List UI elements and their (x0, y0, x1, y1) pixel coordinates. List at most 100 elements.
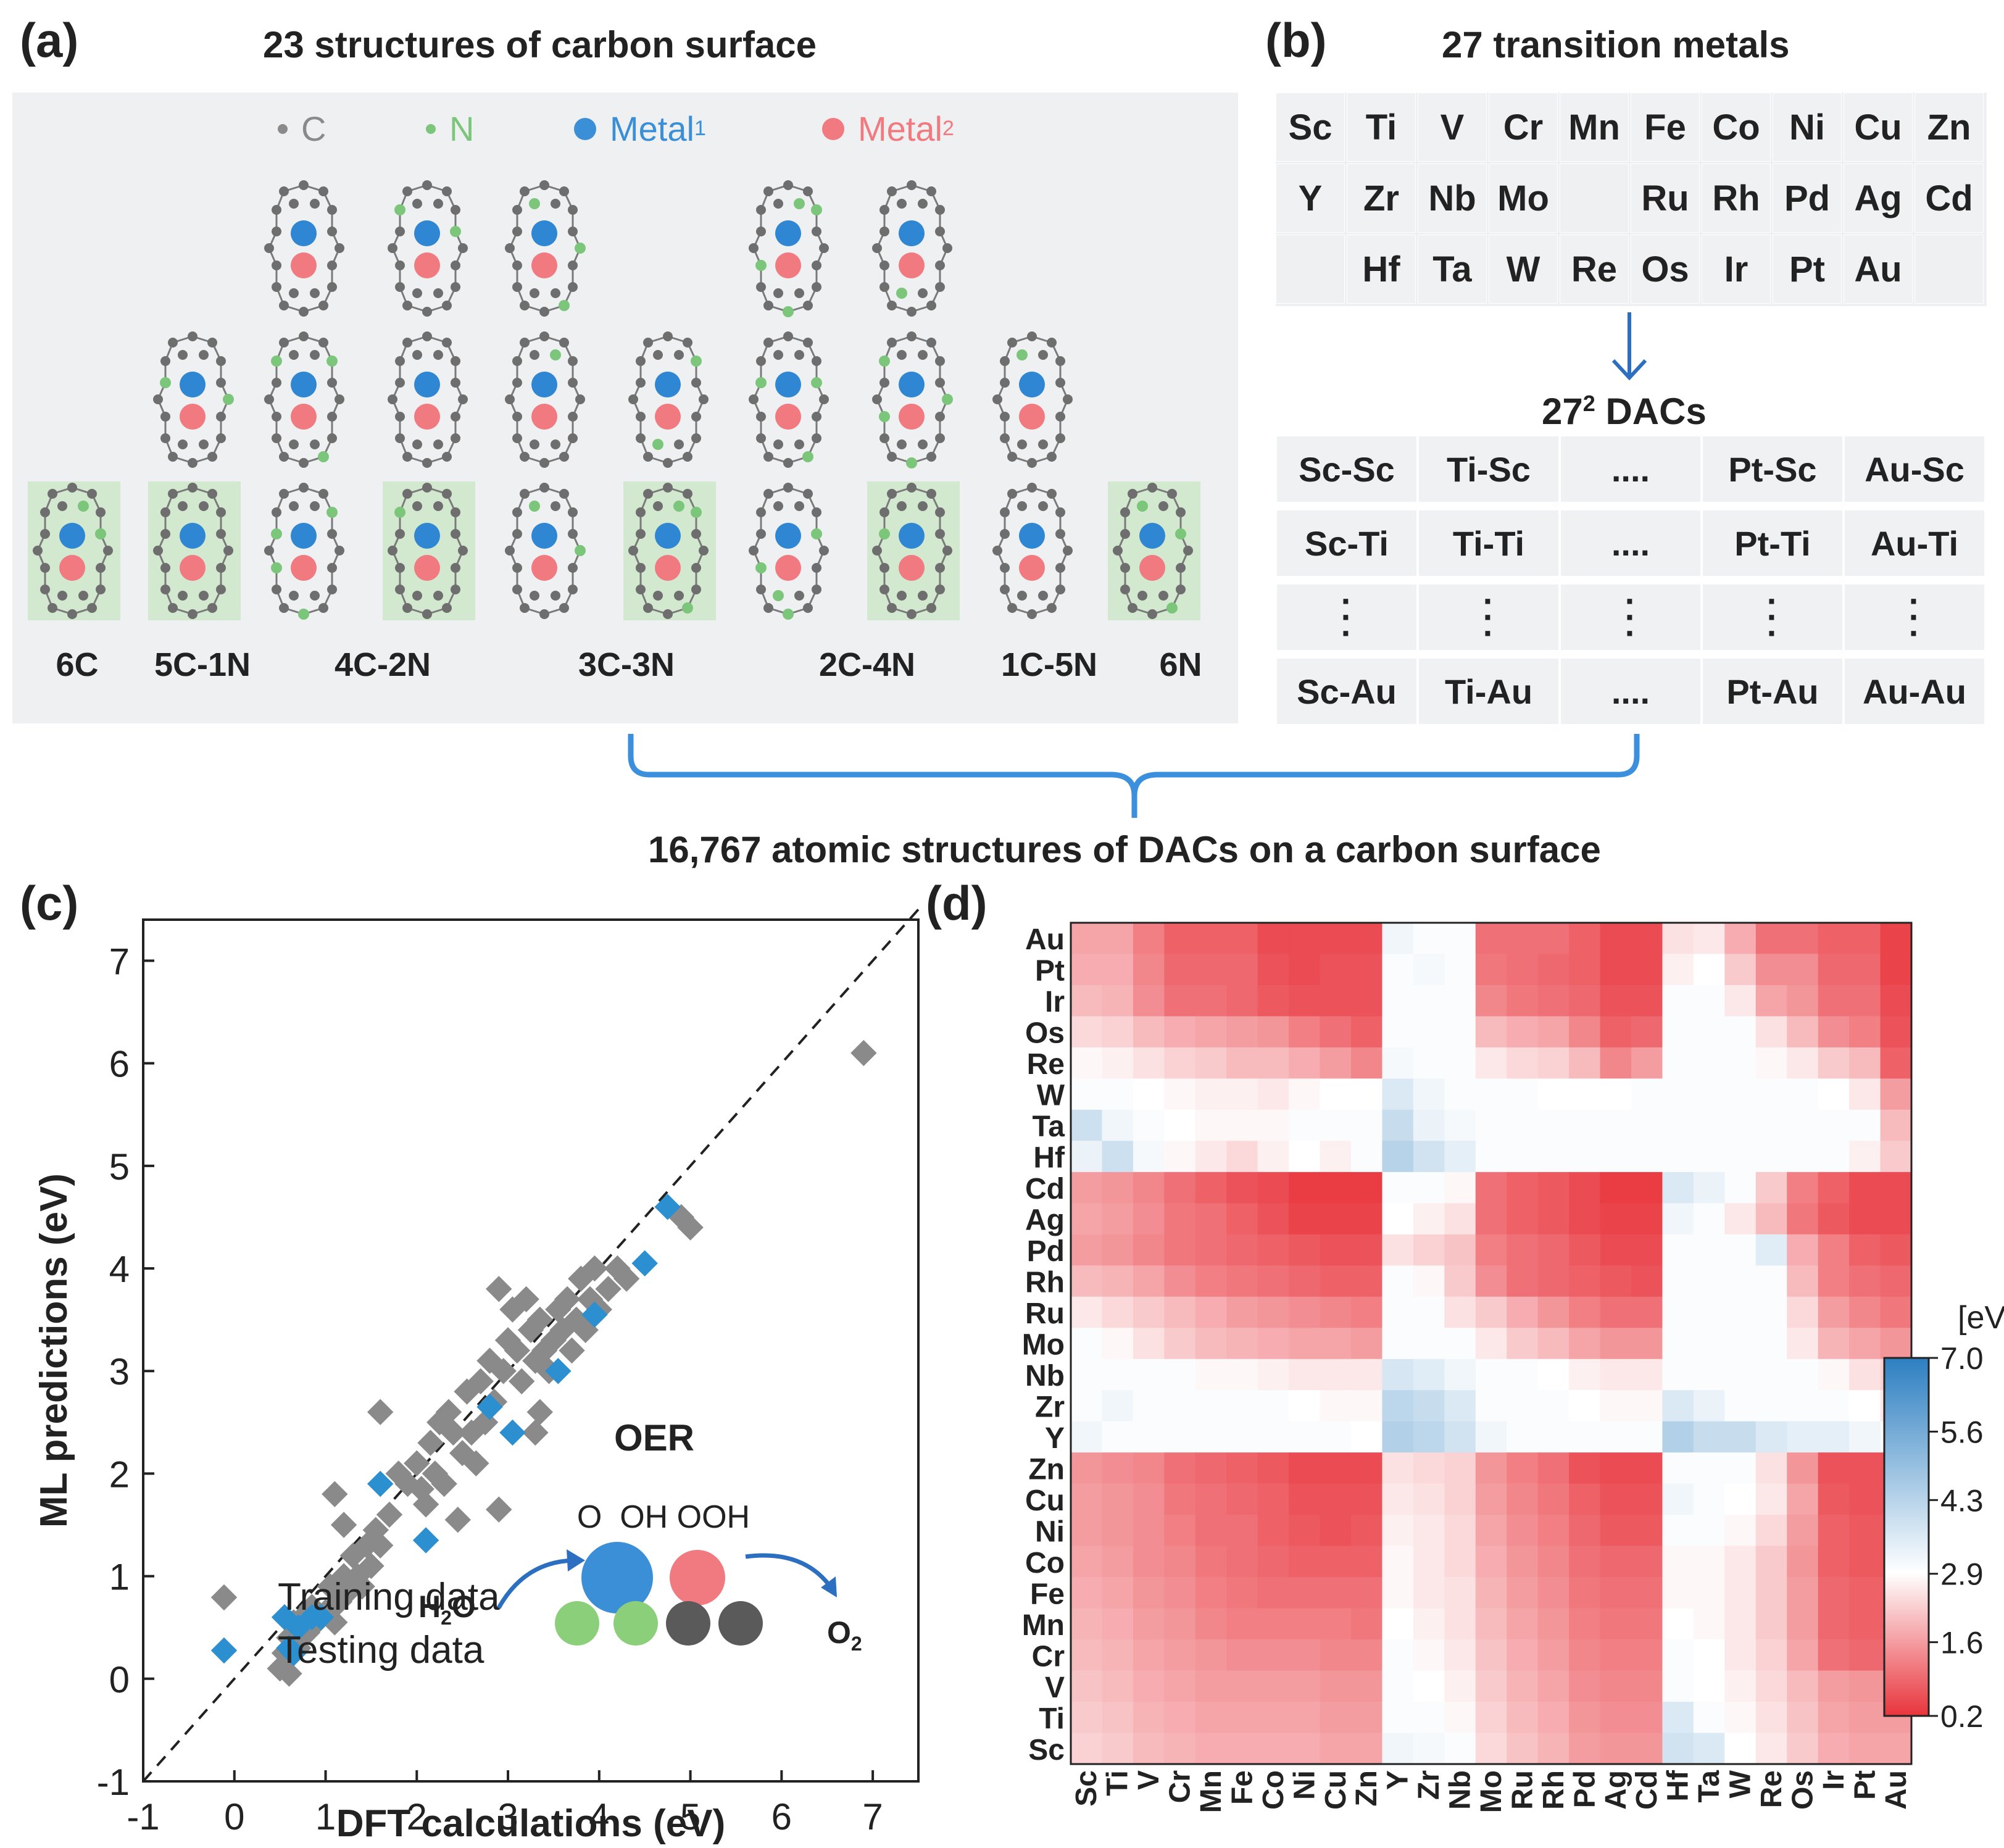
heatmap-cell (1257, 1608, 1289, 1640)
heatmap-cell (1289, 954, 1321, 986)
heatmap-cell (1382, 1670, 1414, 1702)
heatmap-cell (1818, 1577, 1850, 1609)
heatmap-cell (1724, 1359, 1757, 1391)
heatmap-cell (1164, 954, 1196, 986)
heatmap-cell (1475, 1141, 1507, 1173)
heatmap-cell (1631, 1203, 1663, 1235)
heatmap-cell (1849, 984, 1881, 1017)
heatmap-y-label: V (1045, 1671, 1065, 1704)
product-oxygen: O2 (827, 1615, 862, 1655)
heatmap-cell (1849, 1670, 1881, 1702)
heatmap-cell (1444, 1234, 1476, 1266)
training-point (417, 1430, 444, 1456)
category-6n: 6N (1159, 646, 1202, 683)
heatmap-cell (1257, 1265, 1289, 1297)
heatmap-cell (1382, 954, 1414, 986)
heatmap-cell (1849, 1234, 1881, 1266)
element-cell: Rh (1702, 164, 1771, 233)
heatmap-y-label: Hf (1033, 1142, 1065, 1175)
heatmap-cell (1289, 1733, 1321, 1765)
heatmap-y-label: Cd (1025, 1173, 1065, 1205)
heatmap-cell (1662, 1078, 1694, 1110)
heatmap-cell (1507, 1515, 1539, 1547)
heatmap-x-label: Cr (1164, 1770, 1197, 1803)
heatmap-cell (1071, 1047, 1103, 1080)
heatmap-cell (1849, 1733, 1881, 1765)
dac-cell: Pt-Au (1702, 657, 1844, 725)
heatmap-cell (1849, 1639, 1881, 1671)
heatmap-cell (1289, 1577, 1321, 1609)
heatmap-cell (1320, 1141, 1352, 1173)
heatmap-cell (1257, 1639, 1289, 1671)
heatmap-cell (1724, 1203, 1757, 1235)
heatmap-cell (1444, 1515, 1476, 1547)
heatmap-cell (1724, 1452, 1757, 1484)
element-cell: Zr (1347, 164, 1416, 233)
heatmap-cell (1351, 1296, 1383, 1328)
heatmap-cell (1537, 1328, 1570, 1360)
heatmap-cell (1662, 1546, 1694, 1578)
heatmap-cell (1724, 1515, 1757, 1547)
heatmap-cell (1537, 1702, 1570, 1734)
heatmap-cell (1320, 1016, 1352, 1048)
element-cell: Ru (1631, 164, 1700, 233)
heatmap-cell (1102, 1452, 1134, 1484)
heatmap-cell (1724, 1608, 1757, 1640)
heatmap-cell (1102, 1390, 1134, 1422)
training-point (677, 1214, 704, 1241)
surface-structure (867, 330, 960, 469)
heatmap-x-label: Cd (1631, 1770, 1663, 1810)
panel-label-a: (a) (20, 13, 79, 67)
heatmap-cell (1755, 1359, 1787, 1391)
heatmap-cell (1351, 1047, 1383, 1080)
heatmap-cell (1444, 1483, 1476, 1515)
heatmap-cell (1413, 1359, 1445, 1391)
heatmap-cell (1133, 1109, 1165, 1141)
y-tick-label: -1 (97, 1762, 130, 1803)
heatmap-cell (1724, 1390, 1757, 1422)
heatmap-cell (1537, 954, 1570, 986)
heatmap-cell (1382, 1421, 1414, 1453)
heatmap-cell (1195, 1172, 1227, 1204)
heatmap-cell (1444, 1577, 1476, 1609)
heatmap-cell (1444, 1733, 1476, 1765)
heatmap-cell (1849, 1141, 1881, 1173)
structure-icon (628, 331, 709, 468)
heatmap-cell (1382, 1047, 1414, 1080)
dac-ellipsis-cell: · · · (1560, 583, 1702, 651)
heatmap-cell (1662, 1577, 1694, 1609)
heatmap-cell (1787, 923, 1819, 955)
heatmap-x-label: Ta (1693, 1770, 1726, 1803)
heatmap-cell (1693, 1141, 1725, 1173)
heatmap-cell (1444, 1452, 1476, 1484)
metal2-atom-icon (670, 1550, 725, 1605)
surface-structure (383, 481, 475, 620)
element-cell: Fe (1631, 93, 1700, 162)
panel-label-b: (b) (1265, 13, 1327, 67)
heatmap-cell (1289, 1078, 1321, 1110)
dac-cell: Ti-Ti (1418, 509, 1560, 577)
heatmap-cell (1569, 1390, 1601, 1422)
heatmap-cell (1724, 1047, 1757, 1080)
heatmap-cell (1444, 1265, 1476, 1297)
heatmap-cell (1413, 923, 1445, 955)
heatmap-y-label: Cr (1032, 1640, 1065, 1673)
heatmap-cell (1133, 1483, 1165, 1515)
heatmap-cell (1320, 1670, 1352, 1702)
heatmap-y-label: Ir (1045, 986, 1065, 1018)
heatmap-x-label: Cu (1320, 1770, 1352, 1810)
structure-icon (264, 331, 344, 468)
surface-structure (744, 179, 836, 318)
legend-metal2-label: Metal (858, 109, 942, 148)
heatmap-cell (1818, 1328, 1850, 1360)
heatmap-cell (1537, 1608, 1570, 1640)
heatmap-cell (1289, 1608, 1321, 1640)
reactant-water: H2O (418, 1589, 476, 1629)
heatmap-cell (1164, 1670, 1196, 1702)
heatmap-cell (1662, 1265, 1694, 1297)
training-point (850, 1039, 877, 1067)
heatmap-cell (1475, 1639, 1507, 1671)
heatmap-cell (1662, 1296, 1694, 1328)
heatmap-cell (1226, 1608, 1258, 1640)
heatmap-cell (1226, 1452, 1258, 1484)
